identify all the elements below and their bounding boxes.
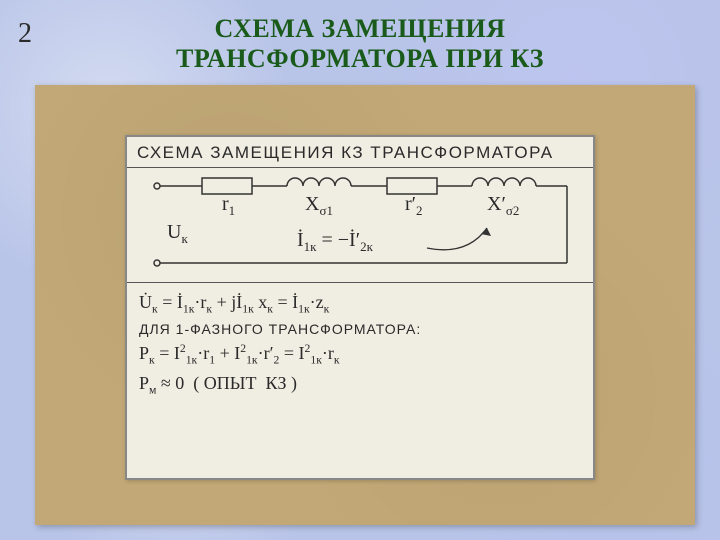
diagram-paper: СХЕМА ЗАМЕЩЕНИЯ КЗ ТРАНСФОРМАТОРА bbox=[125, 135, 595, 480]
svg-text:Xσ1: Xσ1 bbox=[305, 193, 333, 218]
cardboard-background: СХЕМА ЗАМЕЩЕНИЯ КЗ ТРАНСФОРМАТОРА bbox=[35, 85, 695, 525]
svg-text:İ1к = −İ′2к: İ1к = −İ′2к bbox=[297, 228, 374, 254]
equation-1: U̇к = İ1к·rк + jİ1к xк = İ1к·zк bbox=[139, 289, 581, 319]
svg-text:r1: r1 bbox=[222, 193, 235, 218]
circuit-svg: r1 Xσ1 r′2 X′σ2 Uк İ1к = −İ′2к bbox=[127, 168, 597, 283]
page-title: СХЕМА ЗАМЕЩЕНИЯ ТРАНСФОРМАТОРА ПРИ КЗ bbox=[0, 0, 720, 74]
svg-text:r′2: r′2 bbox=[405, 193, 423, 218]
svg-text:Uк: Uк bbox=[167, 221, 188, 246]
page-number: 2 bbox=[18, 18, 32, 50]
title-line-2: ТРАНСФОРМАТОРА ПРИ КЗ bbox=[176, 44, 544, 73]
equation-2: Pк = I21к·r1 + I21к·r′2 = I21к·rк bbox=[139, 340, 581, 370]
svg-text:X′σ2: X′σ2 bbox=[487, 193, 519, 218]
equation-3: Pм ≈ 0 ( ОПЫТ КЗ ) bbox=[139, 370, 581, 400]
title-line-1: СХЕМА ЗАМЕЩЕНИЯ bbox=[214, 14, 505, 43]
circuit-diagram: r1 Xσ1 r′2 X′σ2 Uк İ1к = −İ′2к bbox=[127, 168, 593, 283]
formulas-block: U̇к = İ1к·rк + jİ1к xк = İ1к·zк ДЛЯ 1-ФА… bbox=[127, 283, 593, 406]
formula-subheading: ДЛЯ 1-ФАЗНОГО ТРАНСФОРМАТОРА: bbox=[139, 319, 581, 341]
paper-header: СХЕМА ЗАМЕЩЕНИЯ КЗ ТРАНСФОРМАТОРА bbox=[127, 137, 593, 168]
